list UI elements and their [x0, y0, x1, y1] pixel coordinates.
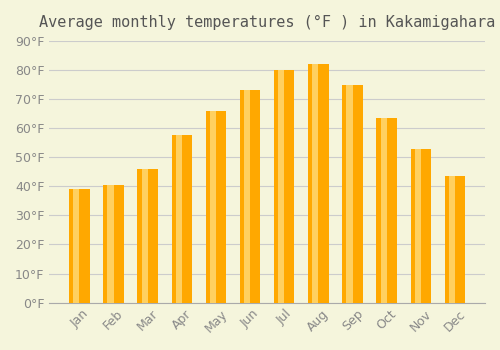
Bar — [376, 118, 397, 303]
Bar — [342, 85, 363, 303]
Bar — [308, 64, 328, 303]
Bar — [410, 148, 431, 303]
Bar — [274, 70, 294, 303]
Bar — [69, 189, 89, 303]
Bar — [278, 70, 284, 303]
Bar — [244, 90, 250, 303]
Bar — [142, 169, 148, 303]
Bar — [176, 135, 182, 303]
Bar — [138, 169, 158, 303]
Bar — [74, 189, 80, 303]
Bar — [312, 64, 318, 303]
Bar — [108, 185, 114, 303]
Bar — [240, 90, 260, 303]
Bar — [449, 176, 455, 303]
Bar — [414, 148, 421, 303]
Title: Average monthly temperatures (°F ) in Kakamigahara: Average monthly temperatures (°F ) in Ka… — [39, 15, 496, 30]
Bar — [172, 135, 192, 303]
Bar — [210, 111, 216, 303]
Bar — [346, 85, 352, 303]
Bar — [206, 111, 226, 303]
Bar — [444, 176, 465, 303]
Bar — [104, 185, 124, 303]
Bar — [380, 118, 386, 303]
